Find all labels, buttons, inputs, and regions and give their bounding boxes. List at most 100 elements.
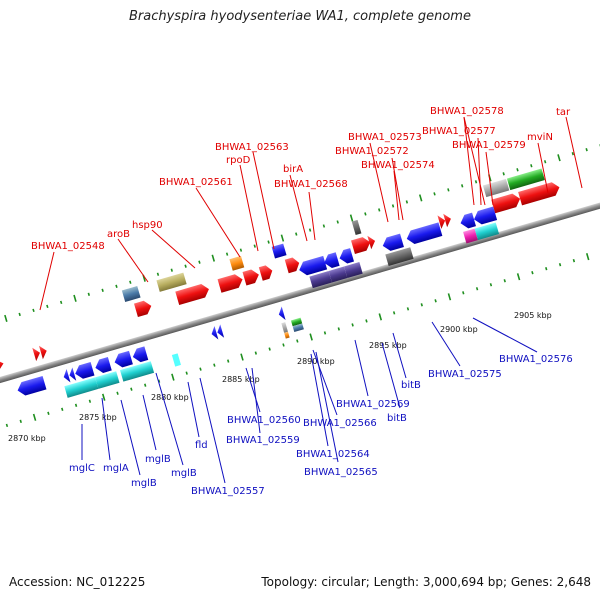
minor-tick <box>558 263 562 267</box>
minor-tick <box>572 258 576 263</box>
minor-tick <box>32 308 35 313</box>
gene-arrow <box>63 368 71 383</box>
kbp-labels: 2870 kbp 2875 kbp 2880 kbp 2885 kbp 2890… <box>8 311 552 443</box>
gene-feature <box>121 285 141 302</box>
genome-title: Brachyspira hyodysenteriae WA1, complete… <box>129 9 471 24</box>
major-tick <box>447 293 452 301</box>
gene-label: bitB <box>401 380 421 391</box>
minor-tick <box>392 311 396 315</box>
major-tick <box>516 273 521 281</box>
gene-label: BHWA1_02575 <box>428 369 502 380</box>
gene-arrow <box>299 255 328 276</box>
kbp-label: 2885 kbp <box>222 375 260 384</box>
gene-arrow <box>211 326 219 340</box>
gene-arrow <box>38 345 47 360</box>
gene-feature <box>64 377 99 398</box>
gene-feature <box>292 323 304 332</box>
gene-feature <box>463 228 478 244</box>
gene-label: mglB <box>131 478 157 489</box>
gene-label: mviN <box>527 132 553 143</box>
minor-tick <box>5 423 9 428</box>
minor-tick <box>295 232 298 236</box>
kbp-label: 2905 kbp <box>514 311 552 320</box>
gene-arrow <box>406 222 443 244</box>
minor-tick <box>46 304 49 309</box>
minor-tick <box>74 403 78 407</box>
minor-tick <box>184 264 187 268</box>
minor-tick <box>239 248 243 252</box>
gene-arrow <box>217 324 225 338</box>
gene-label: hsp90 <box>132 220 163 231</box>
gene-label: BHWA1_02560 <box>227 415 301 426</box>
kbp-label: 2900 kbp <box>440 325 478 334</box>
minor-tick <box>296 339 299 343</box>
minor-tick <box>144 383 147 387</box>
forward-strand-genes <box>0 168 560 375</box>
gene-label: BHWA1_02564 <box>296 449 370 460</box>
minor-tick <box>447 188 450 192</box>
gene-arrow <box>437 215 446 229</box>
gene-arrow <box>491 193 521 214</box>
top-gene-labels <box>39 116 583 311</box>
gene-arrow <box>114 350 133 368</box>
gene-label: BHWA1_02568 <box>274 179 348 190</box>
gene-arrow <box>17 375 47 396</box>
gene-arrow <box>0 358 4 375</box>
gene-feature <box>343 262 363 279</box>
minor-tick <box>282 343 285 347</box>
gene-arrow <box>258 265 273 281</box>
gene-label: BHWA1_02573 <box>348 132 422 143</box>
gene-label: rpoD <box>226 155 251 166</box>
minor-tick <box>516 168 519 172</box>
major-tick <box>418 194 423 202</box>
minor-tick <box>462 291 465 295</box>
gene-feature <box>156 272 187 292</box>
gene-arrow <box>242 269 259 286</box>
gene-label: BHWA1_02572 <box>335 146 409 157</box>
gene-label: mglB <box>171 468 197 479</box>
minor-tick <box>267 240 270 244</box>
gene-arrow <box>324 252 340 268</box>
gene-arrow <box>443 213 451 228</box>
minor-tick <box>253 244 256 248</box>
gene-feature <box>95 371 120 389</box>
gene-label: mglB <box>145 454 171 465</box>
major-tick <box>240 353 244 361</box>
minor-tick <box>530 164 533 168</box>
minor-tick <box>254 351 258 355</box>
minor-tick <box>101 288 104 292</box>
gene-label: BHWA1_02569 <box>336 399 410 410</box>
gene-label: BHWA1_02577 <box>422 126 496 137</box>
gene-arrow <box>32 347 40 362</box>
gene-feature <box>229 255 245 271</box>
minor-tick <box>434 299 437 303</box>
major-tick <box>211 254 216 262</box>
gene-label: birA <box>283 164 303 175</box>
minor-tick <box>531 271 534 275</box>
minor-tick <box>322 224 326 228</box>
gene-label: BHWA1_02559 <box>226 435 300 446</box>
minor-tick <box>213 363 216 367</box>
minor-tick <box>420 303 423 307</box>
major-tick <box>280 234 285 242</box>
minor-tick <box>115 284 118 288</box>
minor-tick <box>47 411 50 415</box>
gene-arrow <box>75 362 95 379</box>
gene-label: mglA <box>103 463 129 474</box>
minor-tick <box>391 204 395 208</box>
major-tick <box>557 154 561 162</box>
minor-tick <box>59 300 63 305</box>
minor-tick <box>129 280 132 284</box>
gene-feature <box>290 317 303 327</box>
minor-tick <box>170 268 173 272</box>
minor-tick <box>199 367 202 371</box>
kbp-label: 2880 kbp <box>151 393 189 402</box>
minor-tick <box>460 184 464 188</box>
kbp-label: 2875 kbp <box>79 413 117 422</box>
minor-tick <box>61 407 64 411</box>
gene-arrow <box>518 182 560 206</box>
gene-arrow <box>134 300 152 318</box>
gene-arrow <box>351 237 371 254</box>
gene-feature <box>120 361 155 382</box>
